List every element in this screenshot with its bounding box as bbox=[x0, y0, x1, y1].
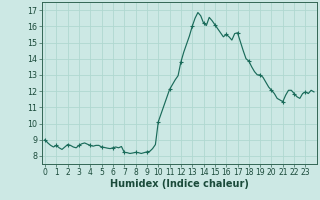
X-axis label: Humidex (Indice chaleur): Humidex (Indice chaleur) bbox=[110, 179, 249, 189]
